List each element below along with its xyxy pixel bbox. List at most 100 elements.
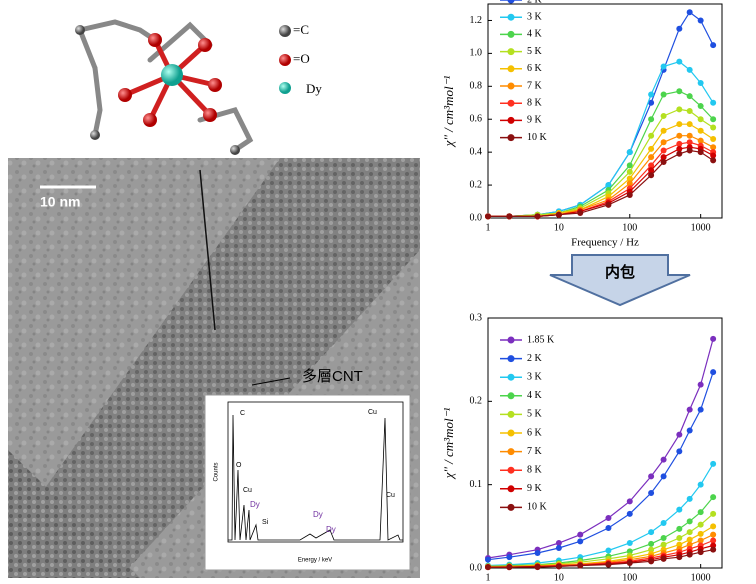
data-point [698,382,704,388]
data-point [710,136,716,142]
data-point [535,213,541,219]
legend-marker [508,485,515,492]
axis-label: Energy / keV [298,558,332,564]
peak-label: C [240,410,245,417]
data-point [710,369,716,375]
data-point [648,529,654,535]
y-tick-label: 0.0 [470,562,483,573]
data-point [648,133,654,139]
data-point [648,154,654,160]
peak-label: Cu [243,487,252,494]
legend-label: 2 K [527,353,543,364]
legend-label: 8 K [527,97,543,108]
data-point [676,448,682,454]
peak-label: O [236,462,242,469]
data-point [687,108,693,114]
data-point [676,535,682,541]
legend-marker [508,430,515,437]
data-point [577,210,583,216]
legend-label: 10 K [527,502,548,513]
legend-marker [508,83,515,90]
data-point [687,518,693,524]
data-point [710,461,716,467]
data-point [577,563,583,569]
data-point [710,494,716,500]
legend-label: 1.85 K [527,334,555,345]
legend-label: 2 K [527,0,543,5]
data-point [687,529,693,535]
x-tick-label: 1 [486,572,491,583]
legend-marker [508,117,515,124]
data-point [605,515,611,521]
arrow-label: 内包 [605,263,635,281]
data-point [676,554,682,560]
data-point [710,124,716,130]
scale-bar-label: 10 nm [40,194,80,210]
data-point [710,511,716,517]
data-point [661,457,667,463]
data-point [648,473,654,479]
arrow: 内包 [550,255,690,305]
data-point [676,526,682,532]
data-point [676,133,682,139]
legend-marker [508,504,515,511]
data-point [648,92,654,98]
y-tick-label: 0.2 [470,179,483,190]
y-tick-label: 1.2 [470,15,483,26]
data-point [627,511,633,517]
peak-label: Dy [326,525,336,534]
series-line [488,151,713,217]
data-point [661,535,667,541]
data-point [661,520,667,526]
legend-label: 5 K [527,46,543,57]
data-point [710,532,716,538]
data-point [687,407,693,413]
data-point [577,532,583,538]
legend-label: 4 K [527,390,543,401]
data-point [676,432,682,438]
legend-marker [508,14,515,21]
legend-label: 6 K [527,427,543,438]
data-point [661,92,667,98]
data-point [506,213,512,219]
data-point [648,541,654,547]
peak-label: Cu [368,409,377,416]
data-point [687,552,693,558]
data-point [687,67,693,73]
series-line [488,12,713,216]
data-point [676,26,682,32]
data-point [698,482,704,488]
y-tick-label: 0.1 [470,479,483,490]
data-point [676,121,682,127]
legend-marker [508,31,515,38]
data-point [485,557,491,563]
data-point [661,64,667,70]
data-point [687,93,693,99]
data-point [556,545,562,551]
molecule: =C =O Dy [75,22,322,155]
legend-marker [508,337,515,344]
x-tick-label: 100 [622,572,637,583]
legend-marker [508,392,515,399]
legend-marker [508,0,515,4]
data-point [661,128,667,134]
y-tick-label: 0.2 [470,396,483,407]
data-point [687,148,693,154]
y-tick-label: 0.0 [470,212,483,223]
data-point [661,113,667,119]
legend-label: 7 K [527,446,543,457]
legend-marker [508,65,515,72]
y-tick-label: 1.0 [470,48,483,59]
data-point [627,192,633,198]
data-point [676,106,682,112]
data-point [687,9,693,15]
axis-label: Counts [214,462,220,481]
data-point [698,116,704,122]
y-tick-label: 0.6 [470,114,483,125]
data-point [698,407,704,413]
x-tick-label: 1 [486,222,491,233]
peak-label: Dy [250,500,260,509]
series-line [488,147,713,216]
legend-marker [508,411,515,418]
legend-label: 3 K [527,11,543,22]
